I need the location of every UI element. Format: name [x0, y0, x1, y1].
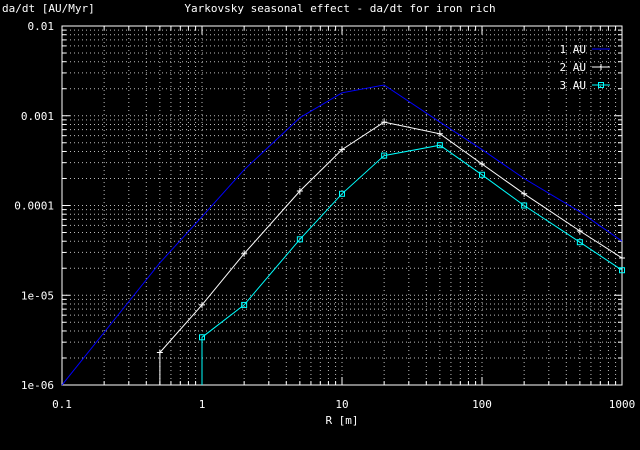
series-line-1-au	[61, 84, 623, 386]
x-axis-label: R [m]	[325, 414, 358, 427]
series-3-au	[199, 142, 625, 385]
x-tick-label: 10	[335, 398, 348, 411]
x-tick-labels: 0.1 1 10 100 1000	[52, 398, 635, 411]
legend-entry-3-au: 3 AU	[560, 79, 610, 92]
data-point-3-au	[241, 301, 248, 308]
data-point-3-au	[619, 267, 625, 274]
x-tick-label: 0.1	[52, 398, 72, 411]
data-point-2-au	[576, 227, 583, 234]
legend-marker-3-au	[598, 82, 604, 88]
series-layer	[61, 84, 625, 386]
data-point-2-au	[156, 349, 163, 356]
series-line-2-au	[159, 121, 623, 385]
y-axis-label: da/dt [AU/Myr]	[2, 2, 95, 15]
data-point-2-au	[241, 250, 248, 257]
series-1-au	[61, 84, 623, 386]
series-2-au	[156, 119, 625, 385]
legend-entry-2-au: 2 AU	[560, 61, 610, 74]
data-point-3-au	[576, 239, 583, 246]
legend-label-1-au: 1 AU	[560, 43, 587, 56]
data-point-2-au	[339, 146, 345, 153]
legend-marker-2-au	[598, 64, 604, 70]
data-point-2-au	[296, 188, 303, 195]
data-point-2-au	[199, 301, 205, 308]
data-point-2-au	[436, 130, 443, 137]
data-point-2-au	[619, 255, 625, 262]
legend-label-3-au: 3 AU	[560, 79, 587, 92]
y-tick-label: 1e-05	[21, 289, 54, 302]
y-tick-label: 0.001	[21, 110, 54, 123]
grid	[61, 26, 622, 386]
data-point-3-au	[479, 171, 485, 178]
x-tick-label: 100	[472, 398, 492, 411]
data-point-2-au	[381, 119, 388, 126]
legend-label-2-au: 2 AU	[560, 61, 587, 74]
data-point-3-au	[199, 334, 205, 341]
y-tick-label: 1e-06	[21, 379, 54, 392]
data-point-3-au	[339, 190, 345, 197]
x-tick-label: 1	[199, 398, 206, 411]
data-point-3-au	[381, 152, 388, 159]
y-tick-label: 0.01	[28, 20, 55, 33]
y-tick-label: 0.0001	[14, 200, 54, 213]
chart-title: Yarkovsky seasonal effect - da/dt for ir…	[184, 2, 495, 15]
series-line-3-au	[201, 144, 623, 385]
y-tick-labels: 1e-06 1e-05 0.0001 0.001 0.01	[14, 20, 54, 392]
data-point-2-au	[521, 190, 528, 197]
x-tick-label: 1000	[609, 398, 636, 411]
legend: 1 AU 2 AU 3 AU	[560, 43, 610, 92]
data-point-2-au	[479, 161, 485, 167]
legend-entry-1-au: 1 AU	[560, 43, 610, 56]
data-point-3-au	[521, 202, 528, 209]
data-point-3-au	[436, 142, 443, 149]
data-point-3-au	[296, 236, 303, 243]
